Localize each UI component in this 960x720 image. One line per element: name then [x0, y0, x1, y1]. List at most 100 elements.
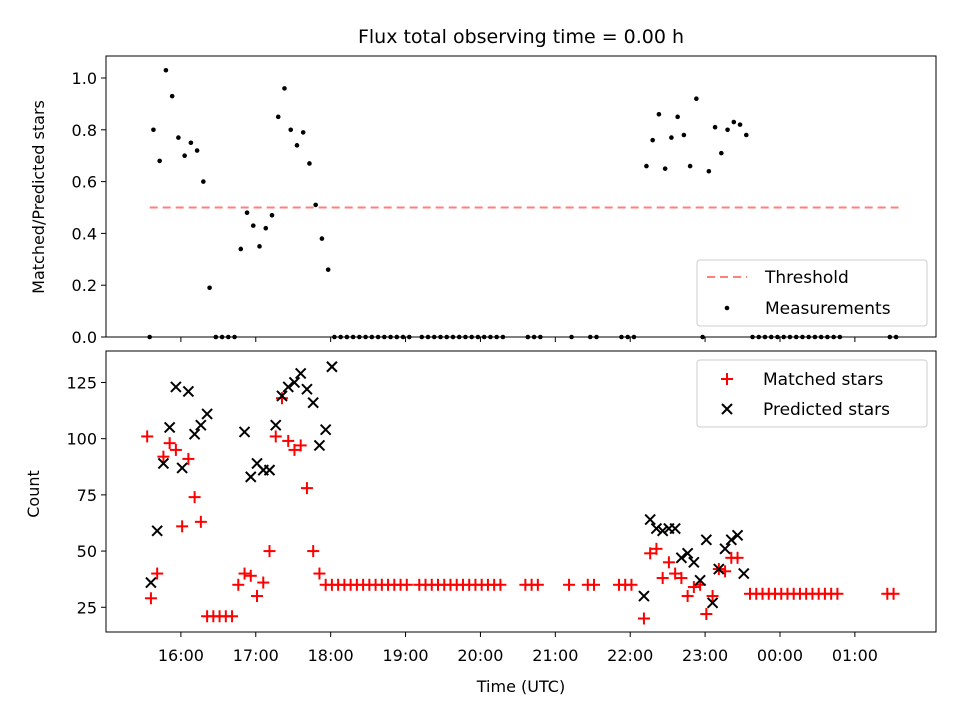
- measurement-point: [762, 334, 768, 340]
- top-plot-area: [105, 55, 937, 338]
- measurement-point: [169, 93, 175, 99]
- predicted-star-point: [282, 381, 294, 393]
- top-y-tick-label: 0.6: [72, 173, 97, 192]
- top-y-tick-label: 1.0: [72, 69, 97, 88]
- measurement-point: [213, 334, 219, 340]
- bottom-plot-area: [105, 350, 937, 633]
- x-tick-label: 18:00: [308, 646, 354, 665]
- measurement-point: [425, 334, 431, 340]
- measurement-point: [238, 246, 244, 252]
- measurement-point: [469, 334, 474, 340]
- top-panel: 0.0 0.2 0.4 0.6 0.8 1.0 Matched/Predicted sta…: [29, 55, 937, 347]
- measurement-point: [269, 212, 275, 218]
- measurement-point: [481, 334, 487, 340]
- measurement-point: [288, 127, 294, 133]
- measurement-point: [594, 334, 599, 340]
- predicted-star-point: [638, 590, 650, 602]
- measurement-point: [669, 135, 674, 140]
- measurement-point: [338, 334, 343, 340]
- measurement-point: [750, 334, 755, 340]
- measurement-point: [475, 334, 481, 340]
- top-y-ticks: 0.0 0.2 0.4 0.6 0.8 1.0: [72, 69, 106, 347]
- matched-star-point: [244, 569, 257, 582]
- measurement-point: [706, 168, 712, 174]
- predicted-star-point: [731, 529, 744, 542]
- measurement-point: [818, 334, 824, 340]
- measurement-point: [768, 334, 774, 340]
- x-tick-label: 16:00: [158, 646, 204, 665]
- top-y-tick-label: 0.2: [72, 276, 97, 295]
- measurement-point: [307, 161, 312, 166]
- measurement-point: [182, 153, 187, 159]
- predicted-star-point: [681, 547, 694, 560]
- predicted-star-point: [725, 534, 738, 546]
- top-y-tick-label: 0.0: [72, 328, 97, 347]
- matched-legend-label: Matched stars: [763, 370, 883, 390]
- measurement-point: [450, 334, 456, 340]
- predicted-star-point: [650, 522, 663, 535]
- predicted-star-point: [276, 390, 288, 402]
- predicted-star-point: [245, 471, 257, 483]
- measurement-point: [419, 334, 425, 340]
- measurement-point: [207, 285, 212, 291]
- matched-star-point: [307, 545, 320, 558]
- bottom-panel: 25 50 75 100 125 16:00 17:00 18:00 19:00 20:00 21…: [24, 350, 937, 696]
- measurement-point: [438, 334, 443, 340]
- measurement-point: [382, 334, 387, 340]
- top-legend: Threshold Measurements: [696, 259, 928, 327]
- matched-star-point: [644, 547, 657, 560]
- measurement-point: [587, 334, 593, 340]
- measurement-point: [188, 140, 194, 146]
- measurement-point: [812, 334, 818, 340]
- predicted-star-point: [263, 464, 276, 476]
- measurement-point: [282, 86, 287, 91]
- matched-stars-series: [141, 392, 900, 625]
- matched-star-point: [194, 515, 207, 528]
- predicted-star-point: [700, 534, 713, 546]
- measurement-point: [375, 334, 381, 340]
- measurement-point: [344, 334, 350, 340]
- predicted-star-point: [326, 361, 338, 373]
- measurement-point: [800, 334, 805, 340]
- measurement-point: [787, 334, 793, 340]
- bottom-y-tick-label: 25: [77, 598, 97, 617]
- x-axis-label: Time (UTC): [476, 677, 565, 696]
- measurement-point: [525, 334, 531, 340]
- predicted-star-point: [176, 462, 188, 474]
- matched-star-point: [700, 608, 713, 621]
- predicted-star-point: [719, 543, 731, 555]
- matched-star-point: [263, 545, 276, 558]
- measurement-point: [694, 96, 699, 102]
- predicted-star-point: [145, 576, 157, 589]
- measurement-point: [719, 150, 724, 156]
- matched-star-point: [588, 578, 601, 591]
- predicted-star-point: [694, 574, 706, 587]
- matched-star-point: [251, 590, 264, 603]
- matched-star-point: [662, 556, 675, 569]
- measurement-point: [444, 334, 450, 340]
- measurement-point: [681, 132, 687, 138]
- matched-star-point: [269, 430, 282, 443]
- measurement-point: [147, 334, 152, 340]
- matched-star-point: [656, 572, 669, 585]
- measurement-point: [893, 334, 899, 340]
- measurement-point: [656, 111, 662, 117]
- matched-star-point: [232, 578, 245, 591]
- matched-star-point: [163, 437, 176, 450]
- measurement-point: [650, 137, 655, 143]
- matched-star-point: [637, 612, 650, 625]
- predicted-star-point: [688, 556, 700, 569]
- measurement-point: [232, 334, 237, 340]
- matched-star-point: [169, 443, 182, 456]
- measurement-point: [619, 334, 624, 340]
- measurement-point: [263, 225, 269, 231]
- bottom-legend: Matched stars Predicted stars: [696, 359, 928, 428]
- measurement-point: [350, 334, 356, 340]
- predicted-star-point: [675, 552, 688, 564]
- bottom-y-ticks: 25 50 75 100 125: [66, 373, 106, 617]
- measurement-point: [712, 124, 718, 130]
- x-tick-label: 00:00: [757, 646, 803, 665]
- bottom-y-tick-label: 50: [77, 542, 97, 561]
- matched-star-point: [188, 491, 201, 504]
- x-tick-label: 20:00: [457, 646, 503, 665]
